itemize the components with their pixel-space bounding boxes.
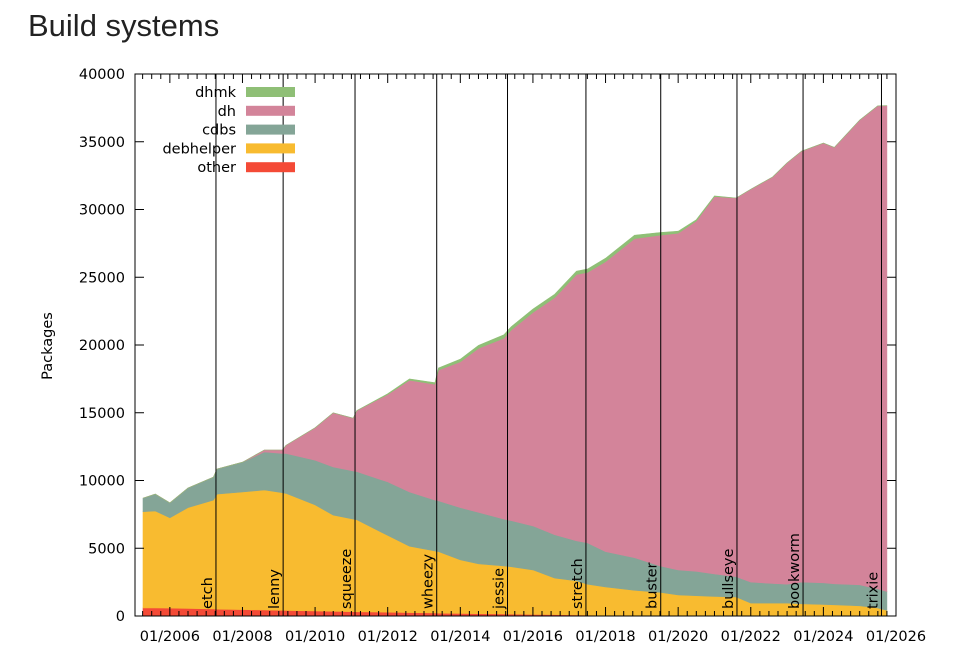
y-tick-label: 5000 xyxy=(88,541,125,557)
y-tick-label: 40000 xyxy=(79,67,125,83)
x-tick-label: 01/2018 xyxy=(575,629,635,645)
release-label-buster: buster xyxy=(645,562,661,609)
x-tick-label: 01/2014 xyxy=(430,629,490,645)
y-tick-label: 30000 xyxy=(79,203,125,219)
page-title: Build systems xyxy=(28,8,220,43)
x-tick-label: 01/2024 xyxy=(793,629,853,645)
legend-label-other: other xyxy=(197,160,236,176)
legend-swatch-other xyxy=(246,162,295,173)
x-tick-label: 01/2010 xyxy=(285,629,345,645)
y-tick-label: 20000 xyxy=(79,338,125,354)
x-tick-label: 01/2026 xyxy=(866,629,926,645)
release-label-lenny: lenny xyxy=(267,569,283,609)
legend-label-debhelper: debhelper xyxy=(162,141,236,157)
legend-label-dh: dh xyxy=(218,104,236,120)
release-label-bullseye: bullseye xyxy=(721,548,737,609)
legend-swatch-dh xyxy=(246,105,295,116)
legend-swatch-cdbs xyxy=(246,124,295,135)
release-label-bookworm: bookworm xyxy=(787,533,803,609)
x-tick-label: 01/2012 xyxy=(358,629,418,645)
legend: dhmk dh cdbs debhelper other xyxy=(162,85,295,176)
y-tick-label: 10000 xyxy=(79,474,125,490)
release-label-squeeze: squeeze xyxy=(339,549,355,609)
release-label-wheezy: wheezy xyxy=(421,553,437,609)
axes: 0 5000 10000 15000 20000 25000 30000 35000 40000… xyxy=(79,67,926,645)
x-tick-label: 01/2006 xyxy=(140,629,200,645)
x-tick-label: 01/2020 xyxy=(648,629,708,645)
release-label-trixie: trixie xyxy=(865,572,881,609)
legend-swatch-debhelper xyxy=(246,143,295,154)
area-dhmk xyxy=(142,105,887,504)
legend-label-cdbs: cdbs xyxy=(202,123,236,139)
series-areas xyxy=(142,105,888,617)
legend-label-dhmk: dhmk xyxy=(195,85,237,101)
x-tick-label: 01/2022 xyxy=(721,629,781,645)
y-tick-label: 15000 xyxy=(79,406,125,422)
release-label-jessie: jessie xyxy=(492,568,508,610)
legend-swatch-dhmk xyxy=(246,87,295,97)
release-label-etch: etch xyxy=(200,577,216,609)
x-tick-label: 01/2008 xyxy=(212,629,272,645)
release-label-stretch: stretch xyxy=(570,558,586,609)
y-axis-label: Packages xyxy=(40,312,56,380)
x-tick-label: 01/2016 xyxy=(503,629,563,645)
y-tick-label: 35000 xyxy=(79,135,125,151)
y-tick-label: 25000 xyxy=(79,270,125,286)
y-tick-label: 0 xyxy=(116,609,125,625)
